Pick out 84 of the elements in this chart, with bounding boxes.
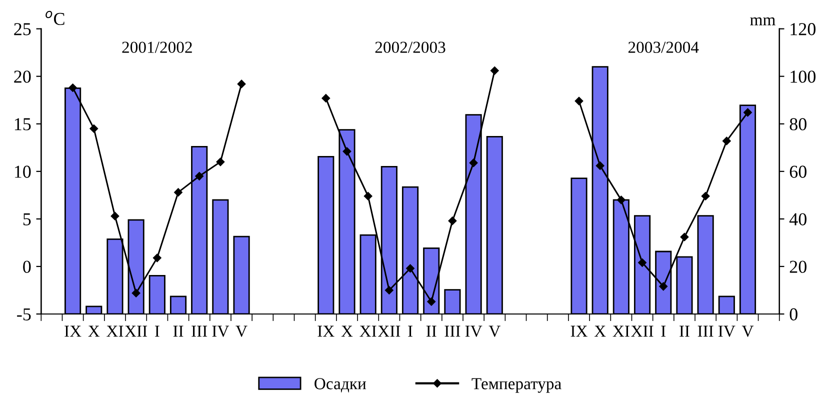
x-tick-label: V [742, 326, 754, 337]
point [596, 162, 604, 170]
y2-tick-label: 100 [790, 70, 816, 83]
y-tick-label: 10 [14, 166, 31, 178]
x-tick-label: I [154, 326, 160, 337]
bar [444, 289, 461, 314]
x-tick-label: I [408, 326, 412, 337]
point [574, 96, 584, 106]
x-tick-label: IX [318, 326, 334, 337]
x-tick-label: I [661, 326, 666, 337]
point [364, 192, 372, 200]
y-tick-label: 15 [14, 118, 31, 130]
point [638, 258, 646, 267]
point [469, 158, 478, 167]
point [342, 147, 352, 156]
x-tick-label: XII [378, 326, 400, 337]
x-tick-label: III [444, 326, 460, 337]
point [659, 282, 668, 291]
point [132, 288, 140, 298]
y2-tick-label: 120 [790, 23, 816, 36]
bar [233, 236, 250, 314]
bar [170, 296, 187, 314]
point [385, 286, 394, 294]
point [722, 136, 731, 146]
x-tick-label: XI [106, 326, 124, 337]
point [153, 254, 162, 262]
point [617, 196, 626, 204]
y2-axis-title: mm [750, 17, 776, 26]
bar [570, 178, 588, 314]
point [744, 108, 752, 117]
point [90, 124, 98, 133]
y2-tick-label: 80 [790, 118, 806, 130]
annotation: 2002/2003 [375, 42, 446, 53]
point [448, 216, 457, 225]
x-tick-label: X [341, 326, 353, 337]
x-tick-label: XI [612, 326, 630, 337]
point [490, 66, 499, 75]
y2-tick-label: 0 [790, 308, 798, 320]
x-tick-label: V [488, 326, 500, 337]
x-tick-label: XII [631, 326, 654, 337]
bar [318, 156, 334, 314]
point [68, 84, 77, 92]
point [110, 212, 120, 220]
bar [212, 199, 229, 314]
point [701, 192, 710, 200]
annotation: 2001/2002 [122, 42, 192, 53]
legend-label: Температура [472, 378, 562, 393]
y-tick-label: -5 [17, 308, 31, 320]
point [406, 264, 414, 272]
x-tick-label: IX [64, 326, 82, 337]
x-tick-label: III [698, 326, 714, 337]
y2-tick-label: 20 [790, 260, 806, 273]
x-tick-label: X [88, 326, 100, 337]
y2-tick-label: 40 [789, 213, 806, 226]
x-tick-label: XII [124, 326, 148, 337]
y-tick-label: 0 [23, 260, 31, 273]
annotation: 2003/2004 [628, 42, 699, 53]
y-axis-title: $^{o}$C [46, 10, 64, 26]
y-tick-label: 25 [14, 23, 31, 36]
x-tick-label: X [594, 326, 606, 337]
x-tick-label: III [192, 326, 208, 337]
x-tick-label: V [236, 326, 248, 337]
x-tick-label: II [173, 326, 184, 337]
bar [718, 296, 735, 314]
legend-label: Осадки [314, 378, 366, 392]
x-tick-label: II [426, 326, 436, 337]
x-tick-label: IV [212, 326, 230, 337]
point [237, 80, 246, 88]
x-tick-label: IX [570, 326, 588, 337]
x-tick-label: IV [718, 326, 736, 337]
x-tick-label: II [680, 326, 690, 337]
bar [486, 136, 503, 314]
point [427, 298, 436, 306]
y-tick-label: 20 [14, 70, 31, 83]
point [174, 188, 182, 196]
point [216, 158, 225, 166]
x-tick-label: XI [360, 326, 376, 337]
bar [86, 306, 102, 314]
point [195, 172, 204, 180]
y-tick-label: 5 [23, 213, 31, 226]
x-tick-label: IV [465, 326, 482, 337]
point [322, 94, 330, 102]
point [680, 232, 689, 242]
y2-tick-label: 60 [790, 166, 806, 178]
